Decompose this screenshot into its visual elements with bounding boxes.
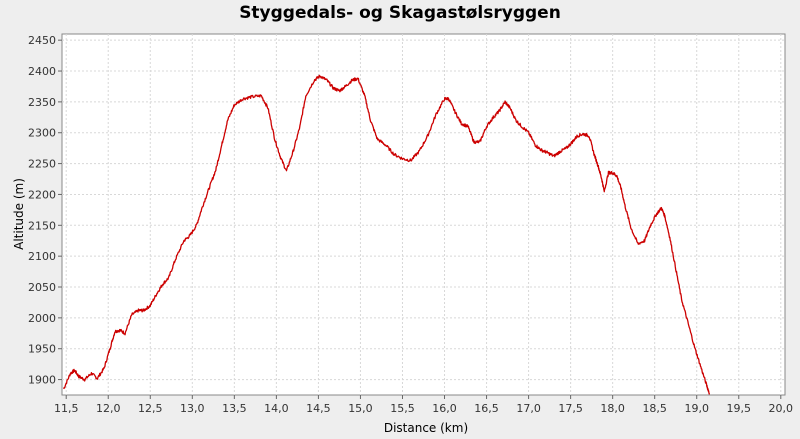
x-tick-label: 11,5: [54, 402, 79, 415]
x-tick-label: 17,5: [558, 402, 583, 415]
y-tick-label: 2250: [28, 158, 56, 171]
y-tick-label: 2000: [28, 312, 56, 325]
x-tick-label: 13,5: [222, 402, 247, 415]
y-tick-label: 2150: [28, 219, 56, 232]
x-tick-label: 14,0: [264, 402, 289, 415]
x-tick-label: 20,0: [769, 402, 794, 415]
x-tick-label: 16,0: [432, 402, 457, 415]
series-layer: [63, 74, 710, 395]
x-tick-label: 18,0: [600, 402, 625, 415]
plot-area: [61, 33, 786, 396]
grid-lines: [62, 34, 785, 395]
x-axis-ticks: 11,5 12,0 12,5 13,0 13,5 14,0 14,5 15,0 15,5 16,0…: [54, 395, 793, 415]
y-tick-label: 2450: [28, 34, 56, 47]
x-tick-label: 19,5: [727, 402, 752, 415]
chart-title: Styggedals- og Skagastølsryggen: [239, 3, 561, 23]
x-tick-label: 15,5: [390, 402, 415, 415]
y-tick-label: 2300: [28, 127, 56, 140]
x-tick-label: 12,5: [138, 402, 163, 415]
x-tick-label: 19,0: [684, 402, 709, 415]
y-tick-label: 2200: [28, 188, 56, 201]
x-tick-label: 15,0: [348, 402, 373, 415]
x-tick-label: 13,0: [180, 402, 205, 415]
altitude-series-line: [63, 74, 710, 395]
y-tick-label: 1950: [28, 343, 56, 356]
x-tick-label: 12,0: [96, 402, 121, 415]
y-tick-label: 2050: [28, 281, 56, 294]
x-tick-label: 17,0: [516, 402, 541, 415]
y-tick-label: 1900: [28, 374, 56, 387]
y-tick-label: 2350: [28, 96, 56, 109]
y-tick-label: 2100: [28, 250, 56, 263]
x-tick-label: 14,5: [306, 402, 331, 415]
y-tick-label: 2400: [28, 65, 56, 78]
x-axis-label: Distance (km): [384, 421, 468, 435]
x-tick-label: 18,5: [642, 402, 667, 415]
y-axis-label: Altitude (m): [12, 178, 26, 250]
y-axis-ticks: 1900 1950 2000 2050 2100 2150 2200 2250 2300 2350…: [28, 34, 62, 387]
x-tick-label: 16,5: [474, 402, 499, 415]
